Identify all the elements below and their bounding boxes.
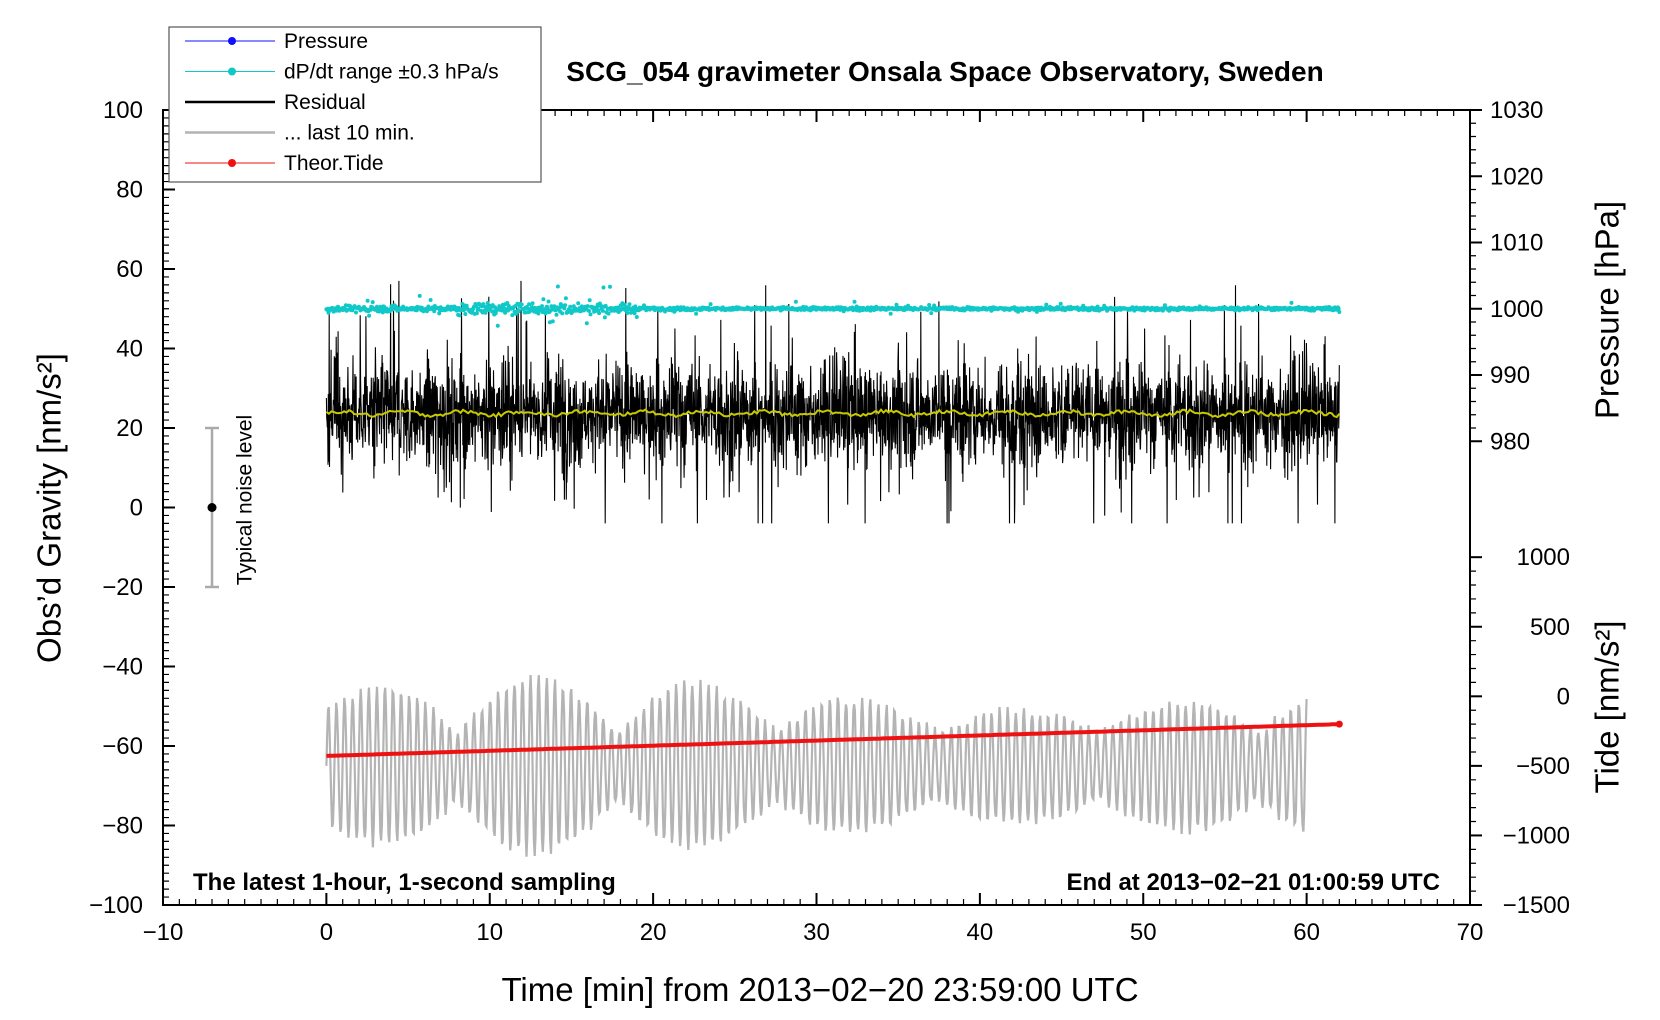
end-time-note: End at 2013−02−21 01:00:59 UTC bbox=[1066, 869, 1440, 896]
legend-label: Residual bbox=[284, 91, 366, 114]
x-tick-label: 50 bbox=[1130, 919, 1157, 946]
x-tick-label: −10 bbox=[143, 919, 184, 946]
y-tick-label: −20 bbox=[102, 574, 143, 601]
dpdt-points bbox=[324, 284, 1342, 328]
pressure-tick-label: 1000 bbox=[1490, 296, 1543, 323]
x-tick-label: 30 bbox=[803, 919, 830, 946]
y-tick-label: −40 bbox=[102, 654, 143, 681]
tide-axis-title: Tide [nm/s²] bbox=[1589, 621, 1626, 794]
residual-line bbox=[325, 280, 1340, 524]
legend-entry: ... last 10 min. bbox=[185, 122, 415, 145]
y-tick-label: 80 bbox=[116, 177, 143, 204]
tide-tick-label: 0 bbox=[1557, 683, 1570, 710]
series-last-10-min bbox=[325, 675, 1308, 857]
smoothed-residual-line bbox=[325, 408, 1341, 419]
legend-swatch-dot bbox=[228, 37, 236, 45]
y-tick-label: −80 bbox=[102, 813, 143, 840]
legend-label: Pressure bbox=[284, 30, 368, 53]
y-left-axis-ticks: 100 80 60 40 20 0 −20 −40 −60 −80 −100 bbox=[89, 97, 175, 919]
legend-box bbox=[168, 26, 542, 183]
legend-swatch-dot bbox=[228, 67, 236, 76]
noise-level-bar bbox=[205, 426, 220, 589]
x-axis-title: Time [min] from 2013−02−20 23:59:00 UTC bbox=[501, 971, 1138, 1008]
tide-tick-label: −500 bbox=[1516, 753, 1570, 780]
tide-tick-label: −1000 bbox=[1503, 822, 1570, 849]
y-tick-label: 60 bbox=[116, 256, 143, 283]
theor-tide-line bbox=[326, 722, 1340, 758]
pressure-tick-label: 1030 bbox=[1490, 97, 1543, 124]
pressure-tick-label: 990 bbox=[1490, 362, 1530, 389]
theor-tide-endpoint bbox=[1335, 720, 1343, 728]
legend-label: ... last 10 min. bbox=[284, 122, 415, 145]
y-tick-label: 20 bbox=[116, 415, 143, 442]
x-axis-ticks: −10 0 10 20 30 40 50 60 70 bbox=[143, 110, 1484, 946]
x-tick-label: 20 bbox=[640, 919, 667, 946]
noise-level-label: Typical noise level bbox=[234, 415, 257, 585]
tide-tick-label: 500 bbox=[1530, 614, 1570, 641]
y-left-axis-title: Obs’d Gravity [nm/s²] bbox=[31, 353, 68, 663]
x-tick-label: 60 bbox=[1293, 919, 1320, 946]
legend-entry: Pressure bbox=[185, 30, 368, 53]
last-10-min-line bbox=[325, 675, 1308, 857]
pressure-axis-title: Pressure [hPa] bbox=[1589, 201, 1626, 419]
tide-tick-label: −1500 bbox=[1503, 892, 1570, 919]
y-tick-label: 0 bbox=[130, 495, 143, 522]
y-tick-label: 100 bbox=[103, 97, 143, 124]
series-residual bbox=[325, 280, 1340, 524]
series-theor-tide bbox=[326, 720, 1343, 758]
legend-entry: Residual bbox=[185, 91, 366, 114]
legend-entry: Theor.Tide bbox=[185, 152, 384, 175]
noise-bar-center bbox=[207, 503, 217, 512]
x-tick-label: 0 bbox=[320, 919, 333, 946]
legend-label: dP/dt range ±0.3 hPa/s bbox=[284, 61, 499, 84]
pressure-tick-label: 1020 bbox=[1490, 163, 1543, 190]
x-tick-label: 40 bbox=[967, 919, 994, 946]
legend-entry: dP/dt range ±0.3 hPa/s bbox=[185, 61, 499, 84]
series-smoothed-residual bbox=[325, 408, 1341, 419]
series-dpdt-range bbox=[324, 284, 1342, 328]
x-tick-label: 10 bbox=[476, 919, 503, 946]
legend-swatch-dot bbox=[228, 159, 236, 167]
legend-label: Theor.Tide bbox=[284, 152, 384, 175]
legend: Pressure dP/dt range ±0.3 hPa/s Residual..… bbox=[168, 26, 542, 183]
chart-title: SCG_054 gravimeter Onsala Space Observat… bbox=[566, 56, 1323, 87]
y-tick-label: −60 bbox=[102, 733, 143, 760]
pressure-tick-label: 980 bbox=[1490, 428, 1530, 455]
pressure-axis-ticks: 1030 1020 1010 1000 990 980 bbox=[1470, 97, 1543, 455]
tide-tick-label: 1000 bbox=[1517, 544, 1570, 571]
x-tick-label: 70 bbox=[1457, 919, 1484, 946]
y-tick-label: 40 bbox=[116, 336, 143, 363]
y-tick-label: −100 bbox=[89, 892, 143, 919]
sampling-note: The latest 1-hour, 1-second sampling bbox=[193, 869, 616, 896]
pressure-tick-label: 1010 bbox=[1490, 230, 1543, 257]
